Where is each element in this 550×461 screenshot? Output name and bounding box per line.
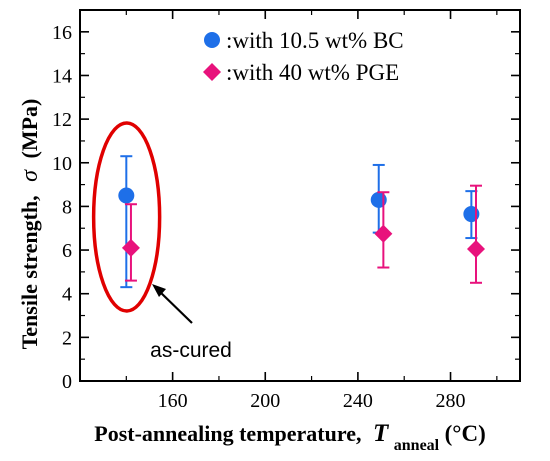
y-axis-title: Tensile strength, σ (MPa) [17, 99, 43, 350]
annotation-arrow-head [152, 284, 166, 297]
series-layer [118, 155, 485, 289]
legend-marker [203, 63, 221, 81]
y-tick-label: 14 [52, 65, 72, 87]
series-2 [121, 184, 485, 284]
legend-label: :with 10.5 wt% BC [226, 28, 404, 53]
x-axis-title-unit: (°C) [445, 421, 486, 446]
legend-marker [204, 32, 220, 48]
data-point [118, 187, 135, 204]
annotation-layer: as-cured [91, 121, 232, 362]
annotation-label: as-cured [150, 339, 232, 362]
x-axis-ticks: 160 200 240 280 [125, 10, 498, 412]
x-tick-label: 160 [158, 390, 188, 412]
x-axis-title-symbol: T [373, 420, 390, 447]
y-tick-label: 4 [62, 284, 72, 306]
y-tick-label: 10 [52, 153, 72, 175]
legend-label: :with 40 wt% PGE [226, 60, 399, 85]
y-axis-title-unit: (MPa) [17, 99, 42, 159]
y-tick-label: 16 [52, 22, 72, 44]
y-axis-title-main: Tensile strength, [17, 195, 42, 349]
y-tick-label: 8 [62, 196, 72, 218]
data-point [374, 224, 393, 243]
y-axis-ticks: 0 2 4 6 8 10 12 14 16 [52, 22, 520, 393]
y-tick-label: 6 [62, 240, 72, 262]
y-tick-label: 12 [52, 109, 72, 131]
x-axis-title-main: Post-annealing temperature, [94, 421, 361, 446]
plot-area-border [79, 9, 521, 382]
plot-frame [79, 9, 521, 382]
y-axis-title-symbol: σ [17, 169, 43, 182]
legend: :with 10.5 wt% BC :with 40 wt% PGE [203, 28, 404, 85]
x-tick-label: 240 [343, 390, 373, 412]
x-tick-label: 200 [250, 390, 280, 412]
annotation-arrow-line [157, 289, 193, 324]
data-point [467, 239, 485, 258]
x-tick-label: 280 [436, 390, 466, 412]
series-1 [118, 155, 480, 289]
y-tick-label: 0 [62, 371, 72, 393]
x-axis-title: Post-annealing temperature, T anneal (°C… [94, 420, 486, 455]
highlight-ellipse [91, 121, 162, 313]
x-axis-title-subscript: anneal [394, 437, 440, 454]
data-point [121, 238, 140, 257]
y-tick-label: 2 [62, 327, 72, 349]
